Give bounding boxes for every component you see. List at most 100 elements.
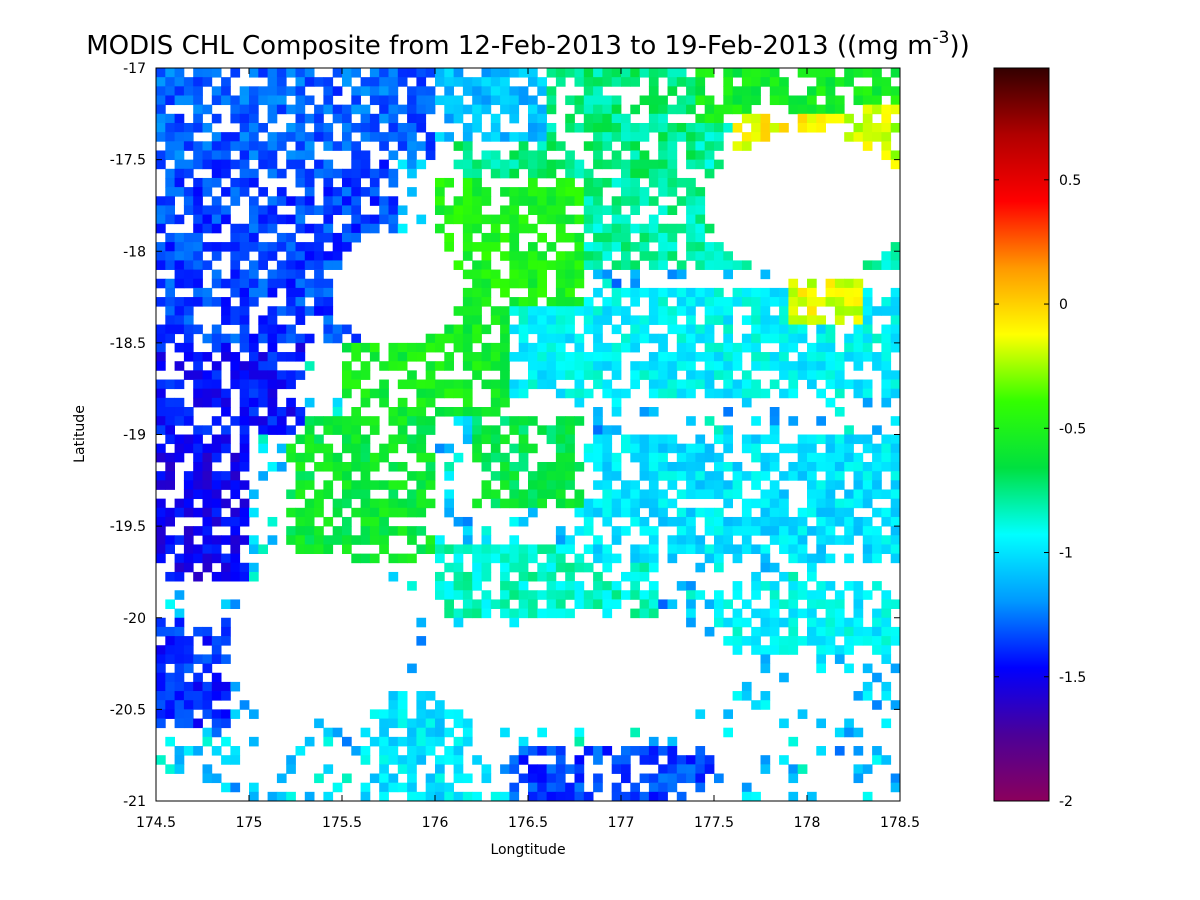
heatmap-cell (872, 452, 882, 463)
heatmap-cell (686, 242, 696, 252)
heatmap-cell (416, 397, 427, 408)
heatmap-cell (555, 278, 566, 289)
heatmap-cell (751, 434, 761, 445)
heatmap-cell (788, 608, 799, 619)
heatmap-cell (314, 205, 324, 215)
heatmap-cell (667, 544, 678, 555)
heatmap-cell (435, 553, 445, 564)
heatmap-cell (425, 498, 436, 509)
heatmap-cell (602, 553, 613, 564)
heatmap-cell (788, 764, 799, 774)
heatmap-cell (304, 187, 315, 197)
heatmap-cell (462, 791, 473, 802)
heatmap-cell (760, 77, 771, 87)
heatmap-cell (732, 122, 743, 133)
heatmap-cell (630, 746, 640, 756)
heatmap-cell (676, 388, 687, 399)
heatmap-cell (648, 86, 659, 96)
heatmap-cell (435, 388, 445, 399)
heatmap-cell (351, 86, 361, 96)
heatmap-cell (425, 709, 436, 719)
heatmap-cell (211, 86, 222, 96)
heatmap-cell (667, 471, 678, 481)
heatmap-cell (379, 95, 389, 106)
heatmap-cell (872, 471, 882, 481)
heatmap-cell (807, 590, 817, 600)
heatmap-cell (704, 132, 715, 142)
heatmap-cell (230, 755, 241, 765)
heatmap-cell (881, 507, 892, 518)
heatmap-cell (528, 507, 538, 518)
heatmap-cell (267, 196, 278, 206)
heatmap-cell (518, 388, 529, 399)
heatmap-cell (360, 443, 371, 454)
heatmap-cell (323, 416, 334, 426)
heatmap-cell (844, 342, 854, 353)
heatmap-cell (890, 150, 901, 161)
heatmap-cell (165, 626, 175, 637)
heatmap-cell (258, 416, 268, 426)
heatmap-cell (360, 498, 371, 509)
heatmap-cell (528, 132, 538, 142)
heatmap-cell (667, 764, 678, 774)
heatmap-cell (314, 416, 324, 426)
heatmap-cell (695, 471, 706, 481)
heatmap-cell (193, 297, 203, 307)
heatmap-cell (490, 150, 501, 161)
heatmap-cell (732, 645, 743, 655)
heatmap-cell (844, 77, 854, 87)
heatmap-cell (156, 77, 166, 87)
heatmap-cell (323, 791, 334, 802)
heatmap-cell (890, 86, 901, 96)
heatmap-cell (323, 297, 334, 307)
heatmap-cell (723, 526, 733, 536)
heatmap-cell (844, 434, 854, 445)
heatmap-cell (342, 205, 352, 215)
heatmap-cell (156, 214, 166, 225)
heatmap-cell (165, 251, 175, 261)
heatmap-cell (676, 581, 687, 591)
heatmap-cell (555, 461, 566, 472)
heatmap-cell (165, 709, 175, 719)
heatmap-cell (648, 498, 659, 509)
heatmap-cell (546, 562, 557, 573)
heatmap-cell (221, 86, 231, 96)
heatmap-cell (444, 489, 454, 500)
heatmap-cell (342, 141, 352, 151)
heatmap-cell (239, 315, 250, 325)
heatmap-cell (351, 187, 361, 197)
heatmap-cell (621, 571, 631, 582)
heatmap-cell (760, 516, 771, 527)
heatmap-cell (816, 535, 826, 545)
heatmap-cell (872, 746, 882, 756)
heatmap-cell (388, 755, 399, 765)
heatmap-cell (239, 535, 250, 545)
heatmap-cell (481, 324, 492, 335)
heatmap-cell (825, 434, 836, 445)
heatmap-cell (490, 269, 501, 280)
heatmap-cell (453, 571, 464, 582)
heatmap-cell (509, 498, 520, 509)
heatmap-cell (676, 77, 687, 87)
heatmap-cell (249, 379, 259, 390)
heatmap-cell (202, 297, 213, 307)
heatmap-cell (165, 764, 175, 774)
heatmap-cell (156, 452, 166, 463)
heatmap-cell (444, 352, 454, 362)
heatmap-cell (379, 736, 389, 747)
heatmap-cell (509, 214, 520, 225)
heatmap-cell (528, 242, 538, 252)
heatmap-cell (862, 553, 873, 564)
heatmap-cell (546, 425, 557, 435)
heatmap-cell (342, 122, 352, 133)
heatmap-cell (676, 452, 687, 463)
heatmap-cell (602, 544, 613, 555)
heatmap-cell (407, 526, 417, 536)
heatmap-cell (518, 590, 529, 600)
heatmap-cell (193, 379, 203, 390)
heatmap-cell (286, 297, 296, 307)
heatmap-cell (639, 287, 650, 298)
heatmap-cell (816, 86, 826, 96)
heatmap-cell (807, 599, 817, 609)
heatmap-cell (834, 590, 845, 600)
